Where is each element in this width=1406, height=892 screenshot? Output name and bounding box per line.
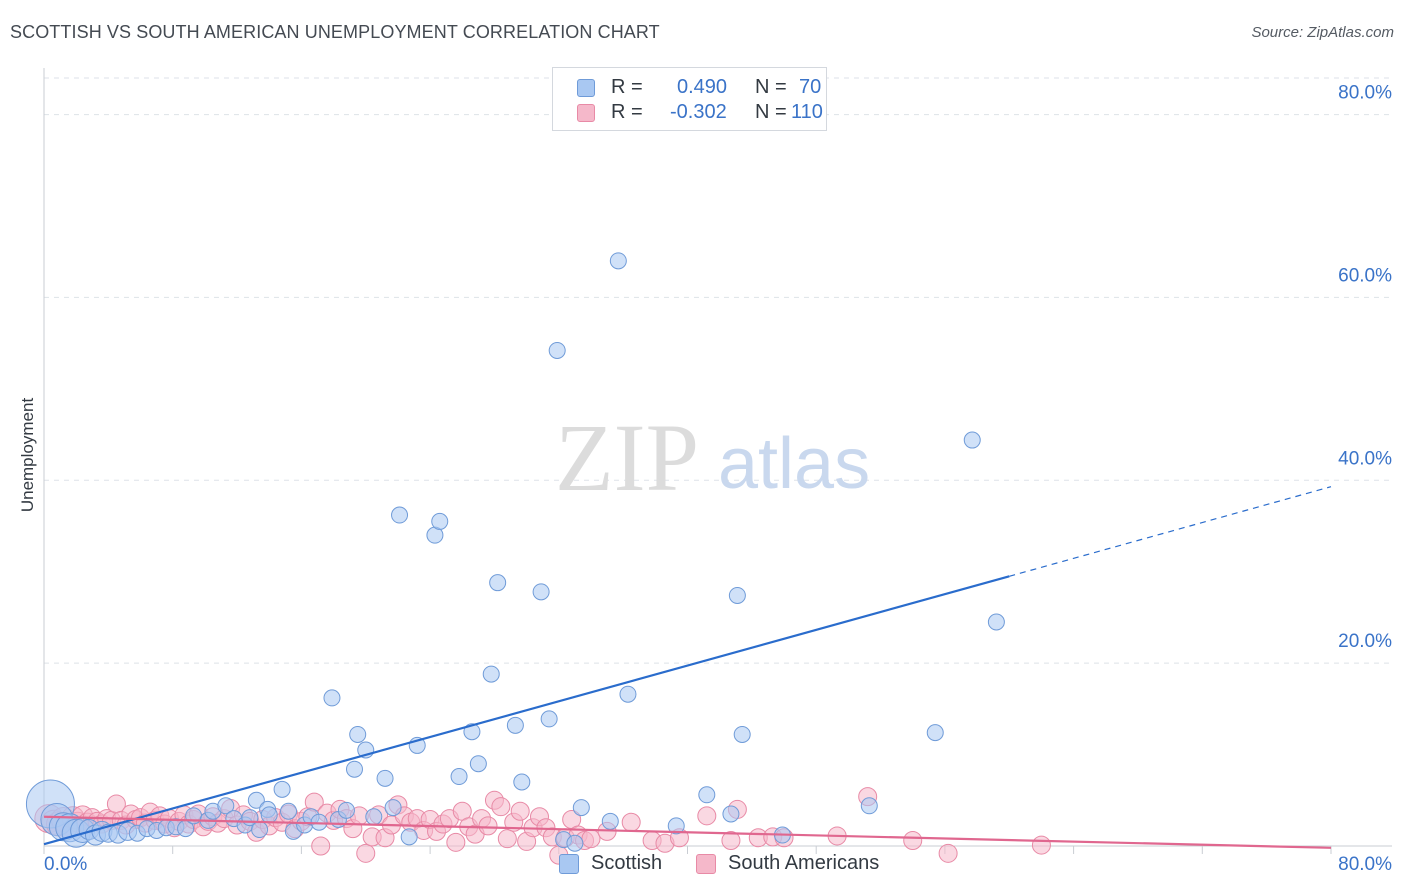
y-tick-label: 60.0% — [1338, 265, 1392, 286]
south-american-point — [491, 797, 511, 817]
bottom-legend-label-south-americans: South Americans — [728, 852, 880, 874]
scottish-point — [463, 723, 481, 741]
bottom-legend-swatch-scottish — [559, 854, 579, 874]
legend-n-value: 110 — [791, 101, 823, 123]
scottish-point — [513, 773, 531, 791]
trend-lines — [43, 486, 1332, 849]
scottish-point — [323, 689, 341, 707]
legend-r-label: R = — [611, 76, 643, 98]
scottish-point — [926, 724, 944, 742]
watermark-atlas: atlas — [718, 424, 870, 504]
scottish-point — [345, 760, 363, 778]
legend-r-value: 0.490 — [677, 76, 728, 98]
scottish-point — [384, 799, 402, 817]
scottish-point — [987, 613, 1005, 631]
south-american-point — [581, 829, 601, 849]
x-tick-label: 0.0% — [44, 854, 87, 875]
scottish-point — [376, 769, 394, 787]
legend-swatch-south-americans — [577, 104, 595, 122]
axes — [43, 68, 1392, 854]
south-american-point — [903, 831, 923, 851]
scottish-point — [482, 665, 500, 683]
scottish-point — [280, 802, 298, 820]
scottish-point — [450, 768, 468, 786]
scottish-point — [337, 801, 355, 819]
scottish-point — [489, 574, 507, 592]
scottish-point — [400, 828, 418, 846]
scottish-point — [566, 834, 584, 852]
legend-r-value: -0.302 — [670, 101, 727, 123]
scottish-point — [667, 817, 685, 835]
scottish-point — [728, 586, 746, 604]
source-credit: Source: ZipAtlas.com — [1251, 24, 1394, 41]
south-american-point — [311, 836, 331, 856]
south-american-point — [697, 806, 717, 826]
scottish-point — [391, 506, 409, 524]
legend-n-label: N = — [755, 101, 787, 123]
scottish-point — [217, 797, 235, 815]
scottish-point — [247, 791, 265, 809]
scottish-point — [365, 808, 383, 826]
legend-swatch-scottish — [577, 79, 595, 97]
scottish-point — [506, 716, 524, 734]
south-american-point — [621, 812, 641, 832]
south-american-trend-line — [43, 815, 1332, 849]
scottish-point — [469, 755, 487, 773]
scottish-point — [260, 806, 278, 824]
data-points — [25, 252, 1051, 865]
scottish-point — [431, 512, 449, 530]
scottish-trend-line — [43, 575, 1010, 846]
scottish-point — [601, 812, 619, 830]
y-tick-label: 20.0% — [1338, 631, 1392, 652]
scottish-point — [860, 797, 878, 815]
scottish-point — [251, 821, 269, 839]
south-american-point — [356, 843, 376, 863]
legend-r-label: R = — [611, 101, 643, 123]
scottish-point — [963, 431, 981, 449]
legend-n-label: N = — [755, 76, 787, 98]
south-american-point — [1031, 835, 1051, 855]
watermark-zip: ZIP — [555, 404, 699, 511]
y-tick-label: 80.0% — [1338, 83, 1392, 104]
scottish-point — [733, 725, 751, 743]
scottish-point — [572, 799, 590, 817]
south-american-point — [497, 829, 517, 849]
x-tick-label: 80.0% — [1338, 854, 1392, 875]
scottish-point — [548, 341, 566, 359]
bottom-legend-label-scottish: Scottish — [591, 852, 663, 874]
legend-n-value: 70 — [799, 76, 822, 98]
south-american-point — [510, 801, 530, 821]
scottish-point — [722, 805, 740, 823]
y-tick-label: 40.0% — [1338, 448, 1392, 469]
chart-title: SCOTTISH VS SOUTH AMERICAN UNEMPLOYMENT … — [10, 22, 660, 42]
south-american-point — [938, 843, 958, 863]
scottish-point — [619, 685, 637, 703]
scottish-trend-extension — [1009, 486, 1332, 577]
south-american-point — [446, 832, 466, 852]
scottish-point — [540, 710, 558, 728]
tick-labels: 20.0% 40.0% 60.0% 80.0% 0.0% 80.0% — [44, 83, 1392, 875]
scottish-point — [532, 583, 550, 601]
scottish-point — [698, 786, 716, 804]
correlation-legend: R = 0.490 N = 70 R = -0.302 N = 110 — [552, 67, 827, 131]
scottish-point — [349, 725, 367, 743]
grid-lines — [44, 77, 1392, 664]
scottish-point — [609, 252, 627, 270]
south-american-point — [478, 816, 498, 836]
scottish-point — [273, 780, 291, 798]
bottom-legend-swatch-south-americans — [696, 854, 716, 874]
south-american-point — [721, 831, 741, 851]
